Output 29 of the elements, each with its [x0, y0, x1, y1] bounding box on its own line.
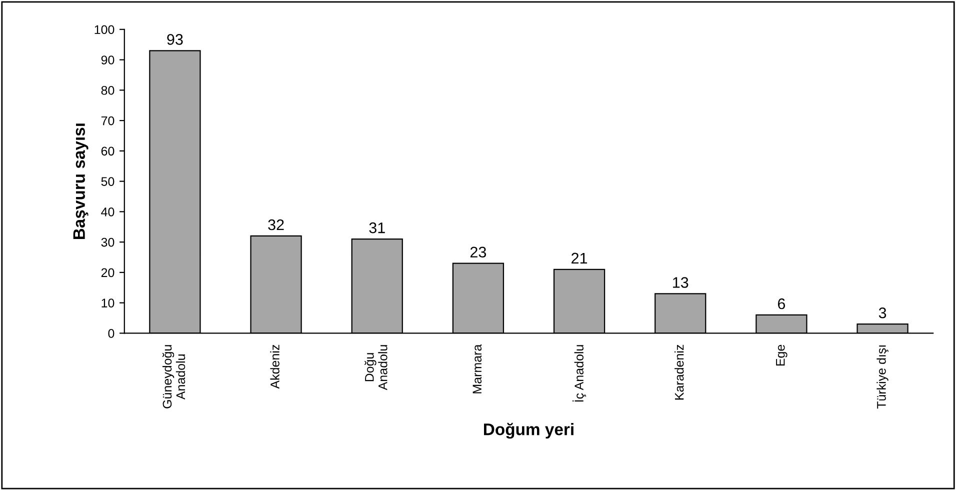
y-tick-label: 10: [102, 298, 114, 308]
y-tick-label: 50: [101, 177, 114, 186]
x-tick-label: Akdeniz: [270, 344, 280, 389]
data-label: 23: [470, 246, 486, 258]
x-axis-title: Doğum yeri: [484, 422, 574, 439]
data-label: 6: [778, 298, 786, 310]
data-label: 3: [878, 307, 886, 318]
data-label: 13: [673, 277, 688, 288]
y-tick-label: 60: [101, 146, 114, 156]
y-axis-title: Başvuru sayısı: [73, 124, 88, 240]
data-label: 21: [572, 252, 588, 264]
y-tick-label: 90: [101, 56, 114, 64]
x-tick-label: Türkiye dışı: [876, 345, 888, 409]
data-label: 93: [167, 34, 183, 45]
x-tick-label: Güneydoğu Anadolu: [162, 345, 186, 408]
x-tick-label: Marmara: [472, 344, 482, 394]
y-tick-label: 70: [101, 116, 114, 126]
y-tick-label: 20: [101, 268, 114, 278]
x-tick-label: Doğu Anadolu: [364, 345, 388, 390]
y-tick-label: 100: [94, 25, 114, 34]
y-tick-label: 0: [108, 329, 114, 338]
data-label: 31: [369, 222, 385, 234]
data-label: 32: [268, 219, 284, 230]
x-tick-label: Karadeniz: [674, 344, 684, 400]
x-tick-label: Ege: [776, 344, 788, 366]
y-tick-label: 30: [101, 238, 114, 247]
y-tick-label: 80: [101, 86, 114, 95]
x-tick-label: İç Anadolu: [572, 345, 586, 402]
y-tick-label: 40: [101, 207, 114, 216]
